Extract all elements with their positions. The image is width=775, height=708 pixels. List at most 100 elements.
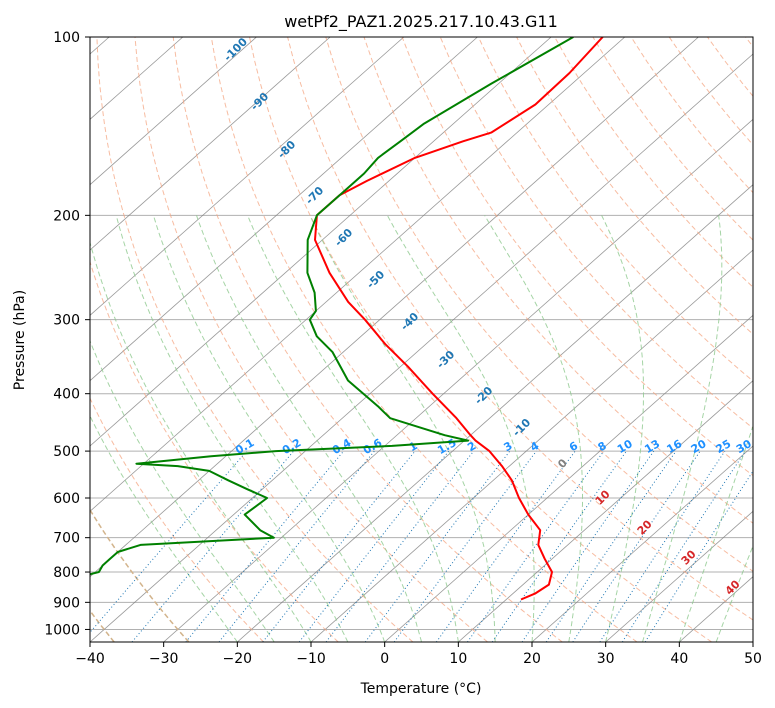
mixing-ratio-label: 20 (689, 437, 709, 456)
moist-adiabat-line (642, 215, 723, 642)
dry-adiabat-line (745, 37, 753, 48)
y-tick-label: 400 (53, 387, 80, 403)
x-tick-label: 0 (380, 651, 389, 667)
mixing-ratio-line (467, 450, 605, 642)
isotherm-line (237, 184, 753, 642)
mixing-ratio-label: 6 (567, 439, 580, 454)
mixing-ratio-line (262, 450, 416, 642)
moist-adiabat-label: 10 (593, 487, 613, 507)
dry-adiabat-line (90, 397, 264, 642)
dry-adiabat-line (172, 37, 563, 642)
moist-adiabat-line (715, 544, 753, 642)
mixing-ratio-line (90, 450, 248, 634)
mixing-ratio-line (364, 450, 511, 642)
mixing-ratio-label: 4 (528, 439, 541, 454)
isotherm-line (90, 37, 405, 316)
mixing-ratio-line (435, 450, 576, 642)
isotherm-line (90, 37, 331, 251)
dry-adiabat-line (90, 509, 190, 642)
dry-adiabat-label: -10 (510, 416, 533, 439)
mixing-ratio-label: 1.5 (435, 436, 458, 457)
mixing-ratio-line (572, 450, 701, 642)
isotherm-line (90, 53, 753, 642)
dry-adiabat-line (325, 37, 753, 572)
moist-adiabat-line (247, 215, 459, 642)
temperature-profile-line (314, 37, 604, 601)
dry-adiabat-line (554, 37, 753, 288)
plot-area: 0.1 0.2 0.4 0.6 1 1.5 2 3 4 6 8 10 13 16 20 25 30 36-100-… (90, 37, 754, 642)
moist-adiabat-line (601, 215, 644, 642)
dry-adiabat-line (401, 37, 753, 477)
x-tick-label: −30 (149, 651, 179, 667)
mixing-ratio-label: 0.4 (330, 436, 354, 457)
isotherm-line (90, 37, 257, 186)
isotherm-line (752, 641, 753, 642)
mixing-ratio-line (393, 450, 537, 642)
mixing-ratio-line (599, 450, 726, 642)
mixing-ratio-label: 10 (615, 437, 635, 456)
chart-title: wetPf2_PAZ1.2025.217.10.43.G11 (284, 12, 558, 32)
x-tick-label: 10 (449, 651, 467, 667)
mixing-ratio-line (621, 450, 746, 642)
axis-ticks: −40 −30 −20 −10 0 10 20 30 40 5010020030040050060… (44, 30, 762, 667)
isotherm-line (531, 445, 753, 642)
y-tick-label: 800 (53, 565, 80, 581)
isotherm-line (384, 314, 753, 642)
mixing-ratio-label: 1 (407, 439, 420, 454)
dry-adiabat-line (90, 260, 339, 642)
y-tick-label: 600 (53, 491, 80, 507)
x-tick-label: 20 (523, 651, 541, 667)
x-tick-label: −20 (223, 651, 253, 667)
dewpoint-profile-line (90, 37, 574, 576)
mixing-ratio-line (218, 450, 375, 642)
mixing-ratio-line (545, 450, 677, 642)
mixing-ratio-line (491, 450, 627, 642)
moist-adiabat-line (90, 240, 312, 642)
dry-adiabat-line (439, 37, 753, 429)
isotherm-line (90, 37, 626, 512)
y-tick-label: 700 (53, 531, 80, 547)
isotherm-line (458, 380, 753, 642)
dry-adiabat-label: -20 (472, 384, 495, 407)
isotherm-line (90, 37, 552, 447)
dry-adiabat-line (210, 37, 638, 642)
mixing-ratio-label: 0.2 (280, 436, 303, 457)
mixing-ratio-line (521, 450, 655, 642)
moist-adiabat-line (152, 215, 386, 642)
moist-adiabat-line (309, 215, 496, 642)
moist-adiabat-line (484, 215, 583, 642)
isotherm-line (90, 37, 699, 578)
mixing-ratio-label: 16 (665, 437, 685, 456)
mixing-ratio-label: 25 (714, 437, 734, 456)
y-tick-label: 1000 (44, 622, 80, 638)
dry-adiabat-line (363, 37, 753, 524)
isotherm-line (163, 118, 753, 642)
dry-adiabat-line (90, 508, 190, 642)
x-tick-label: 40 (670, 651, 688, 667)
dry-adiabat-label: -30 (434, 348, 457, 371)
y-tick-label: 900 (53, 595, 80, 611)
moist-adiabat-label: 20 (635, 517, 655, 537)
plot-frame (89, 36, 754, 643)
mixing-ratio-line (644, 470, 753, 642)
moist-adiabat-line (90, 339, 275, 642)
isotherm-line (605, 510, 753, 642)
mixing-ratio-line (298, 450, 450, 642)
x-tick-label: 50 (744, 651, 762, 667)
dry-adiabat-line (249, 37, 712, 642)
y-axis-title: Pressure (hPa) (12, 290, 28, 390)
mixing-ratio-label: 8 (596, 439, 609, 454)
mixing-ratio-line (185, 450, 344, 642)
mixing-ratio-label: 30 (734, 437, 754, 456)
moist-adiabat-line (386, 215, 535, 642)
dry-adiabat-label: -50 (364, 268, 387, 291)
moist-adiabat-line (196, 215, 422, 642)
dry-adiabat-line (516, 37, 753, 335)
moist-adiabat-line (115, 215, 349, 642)
dry-adiabat-label: -60 (332, 226, 355, 249)
dry-adiabat-line (592, 37, 753, 241)
dry-adiabat-line (706, 37, 753, 97)
x-tick-label: −40 (75, 651, 105, 667)
dry-adiabat-line (134, 37, 488, 642)
y-tick-label: 300 (53, 313, 80, 329)
